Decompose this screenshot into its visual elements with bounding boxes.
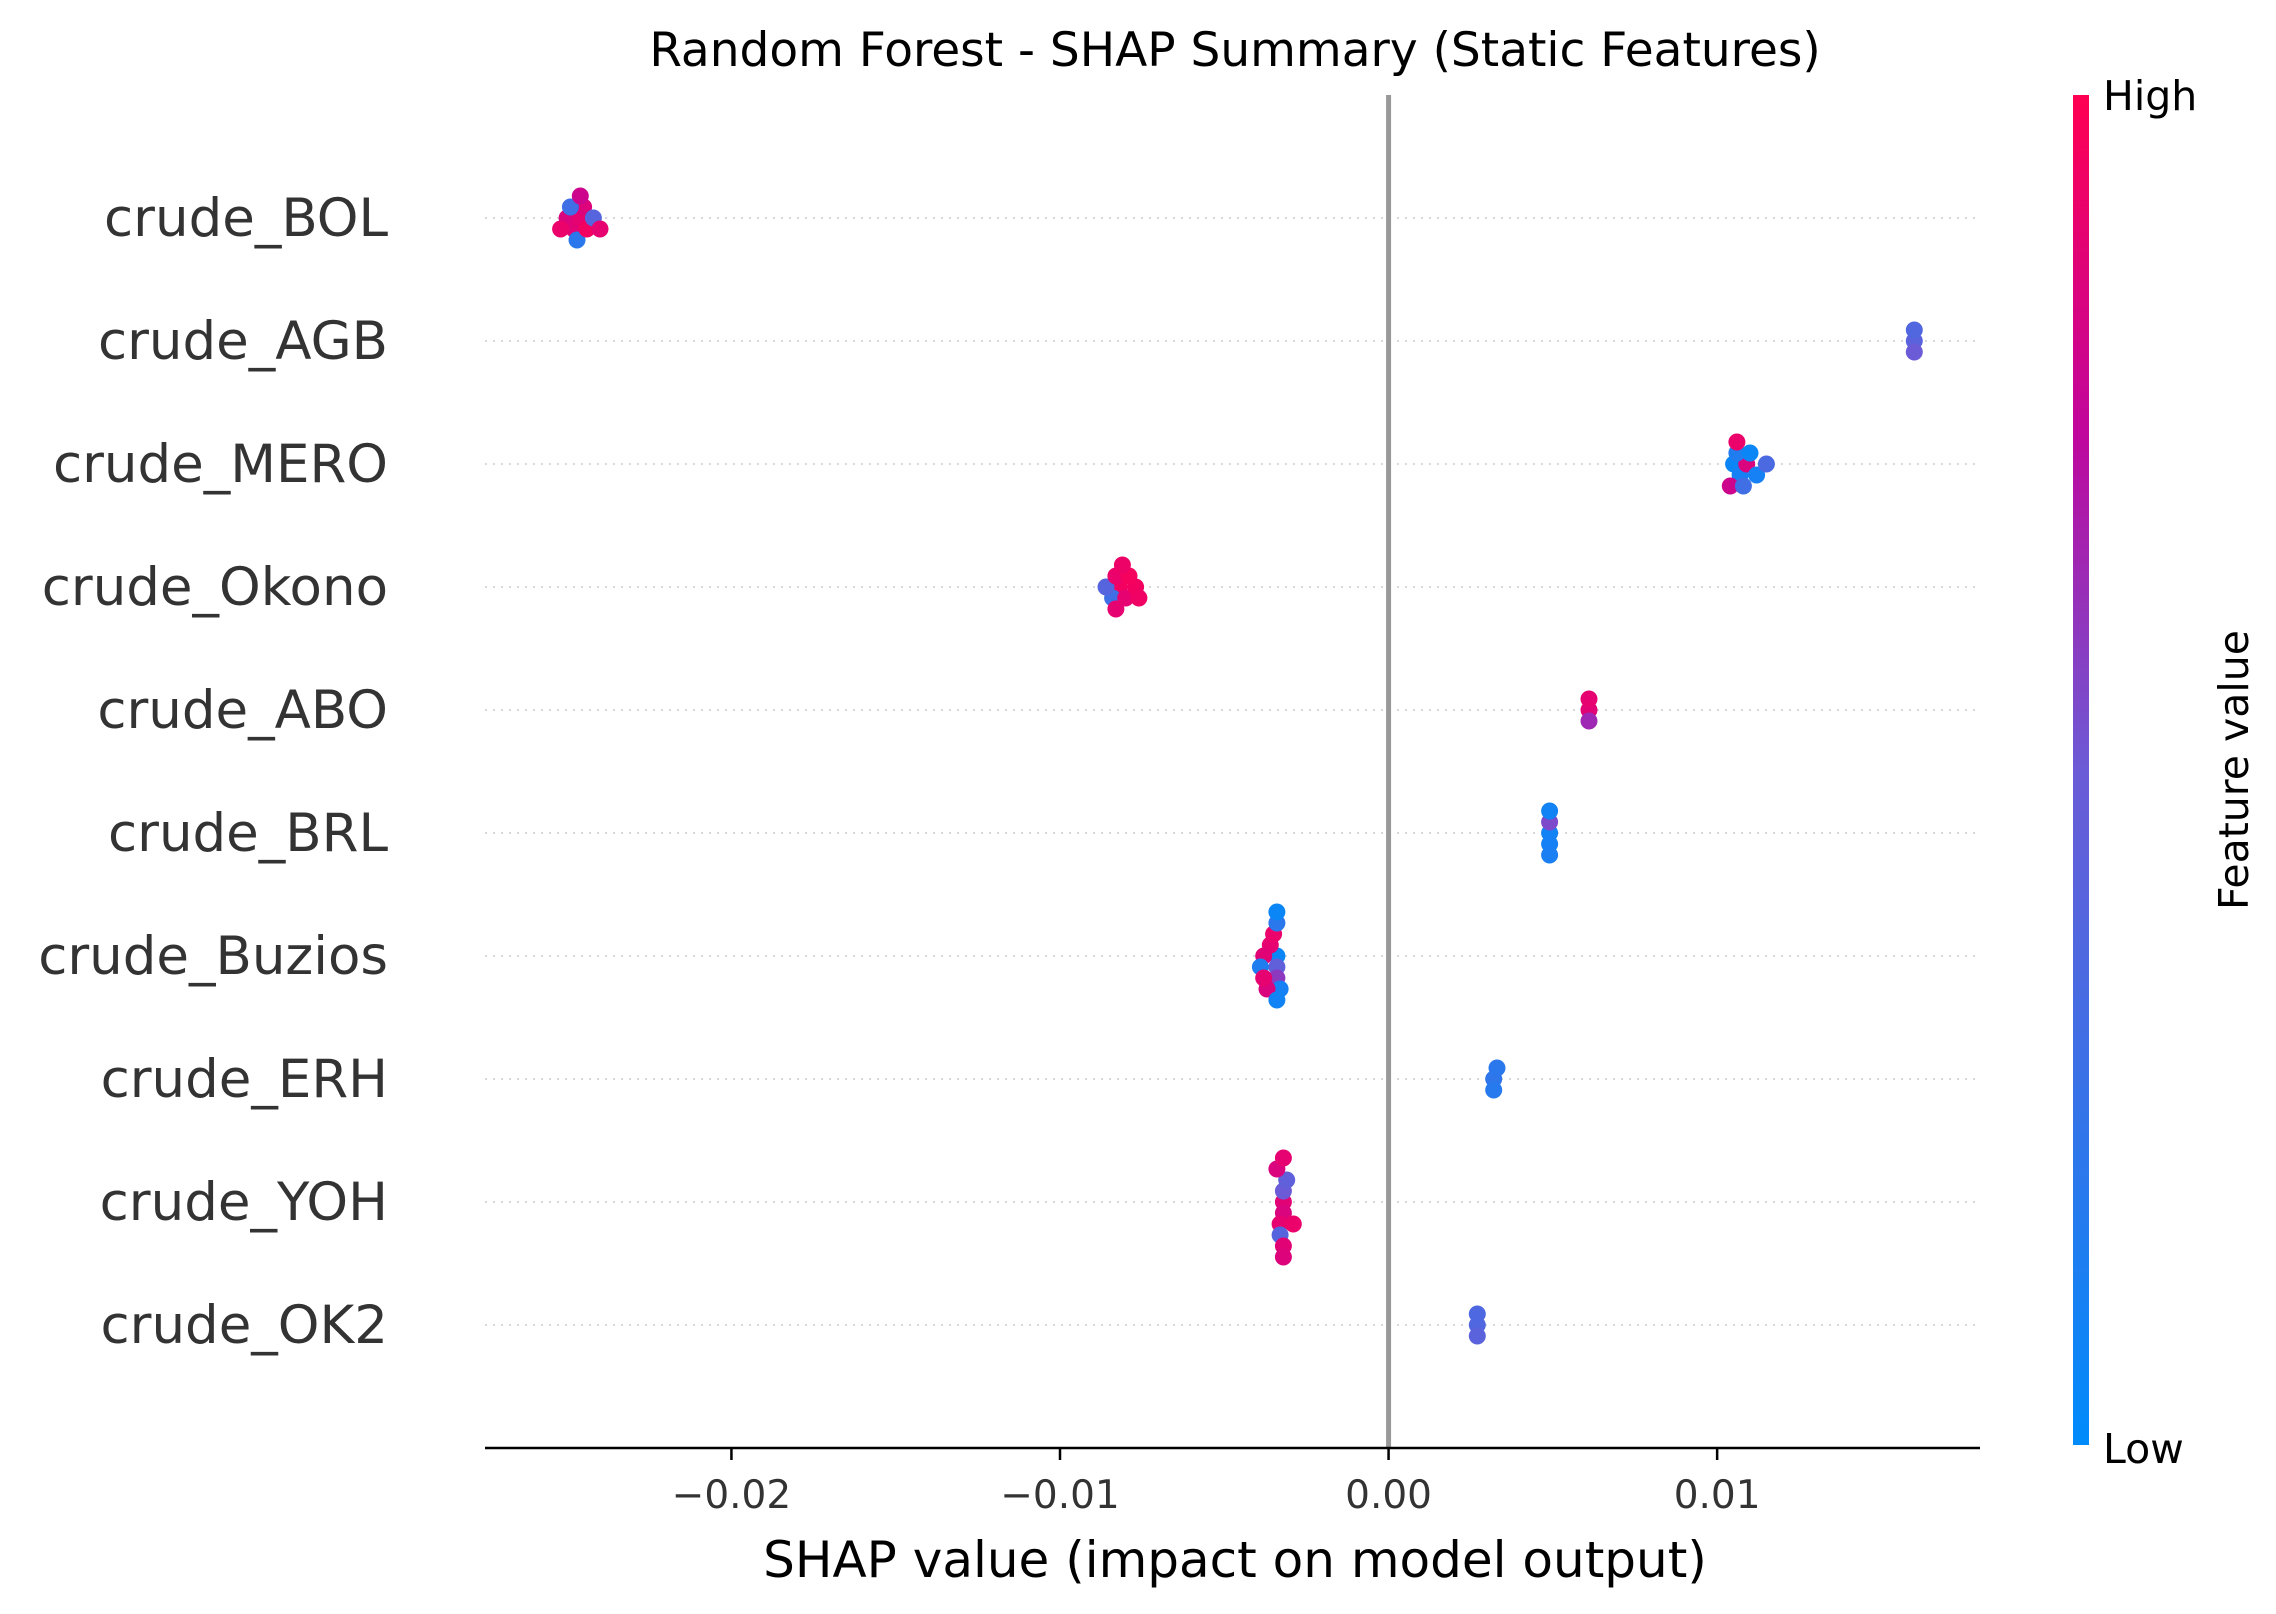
- colorbar-low-label: Low: [2103, 1425, 2184, 1473]
- shap-point: [1113, 556, 1131, 574]
- x-tick-label: 0.01: [1674, 1473, 1761, 1518]
- feature-label: crude_MERO: [53, 434, 388, 495]
- shap-point: [1728, 433, 1746, 451]
- shap-point: [1734, 477, 1752, 495]
- feature-label: crude_AGB: [98, 311, 388, 372]
- shap-point: [1757, 455, 1775, 473]
- shap-point: [1580, 712, 1598, 730]
- feature-gridlines: [485, 217, 1980, 1326]
- x-tick-label: 0.00: [1345, 1473, 1432, 1518]
- shap-point: [1284, 1215, 1302, 1233]
- shap-point: [1130, 589, 1148, 607]
- chart-title: Random Forest - SHAP Summary (Static Fea…: [649, 23, 1820, 78]
- shap-point: [591, 220, 609, 238]
- shap-point: [552, 220, 570, 238]
- x-tick-label: −0.02: [672, 1473, 792, 1518]
- feature-label: crude_Buzios: [38, 926, 388, 987]
- shap-point: [1748, 466, 1766, 484]
- shap-point: [568, 231, 586, 249]
- shap-point: [1485, 1081, 1503, 1099]
- x-axis-title: SHAP value (impact on model output): [763, 1531, 1707, 1589]
- feature-label: crude_ABO: [97, 680, 388, 741]
- shap-point: [1468, 1305, 1486, 1323]
- shap-points: [552, 187, 1923, 1345]
- shap-point: [1278, 1171, 1296, 1189]
- feature-label: crude_YOH: [100, 1172, 388, 1233]
- shap-point: [1541, 846, 1559, 864]
- shap-point: [1097, 578, 1115, 596]
- x-tick-label: −0.01: [1000, 1473, 1120, 1518]
- shap-point: [1741, 444, 1759, 462]
- colorbar-high-label: High: [2103, 72, 2197, 120]
- feature-label: crude_BRL: [108, 803, 388, 864]
- shap-point: [1488, 1059, 1506, 1077]
- shap-point: [1721, 477, 1739, 495]
- shap-point: [1468, 1327, 1486, 1345]
- shap-point: [1580, 690, 1598, 708]
- feature-label: crude_ERH: [101, 1049, 388, 1110]
- feature-label: crude_OK2: [101, 1295, 388, 1356]
- x-axis-ticks: −0.02 −0.01 0.00 0.01: [672, 1448, 1761, 1518]
- shap-point: [1905, 321, 1923, 339]
- shap-point: [1268, 991, 1286, 1009]
- shap-point: [1268, 903, 1286, 921]
- feature-labels: crude_BOL crude_AGB crude_MERO crude_Okonoc…: [38, 188, 388, 1356]
- shap-point: [1255, 969, 1273, 987]
- shap-point: [571, 187, 589, 205]
- shap-point: [1274, 1248, 1292, 1266]
- shap-point: [1274, 1149, 1292, 1167]
- colorbar-title: Feature value: [2210, 630, 2258, 910]
- shap-point: [1107, 600, 1125, 618]
- colorbar: [2073, 95, 2089, 1445]
- feature-label: crude_Okono: [42, 557, 388, 618]
- shap-point: [1905, 343, 1923, 361]
- shap-point: [1117, 589, 1135, 607]
- feature-label: crude_BOL: [104, 188, 388, 249]
- shap-point: [561, 198, 579, 216]
- shap-point: [1541, 802, 1559, 820]
